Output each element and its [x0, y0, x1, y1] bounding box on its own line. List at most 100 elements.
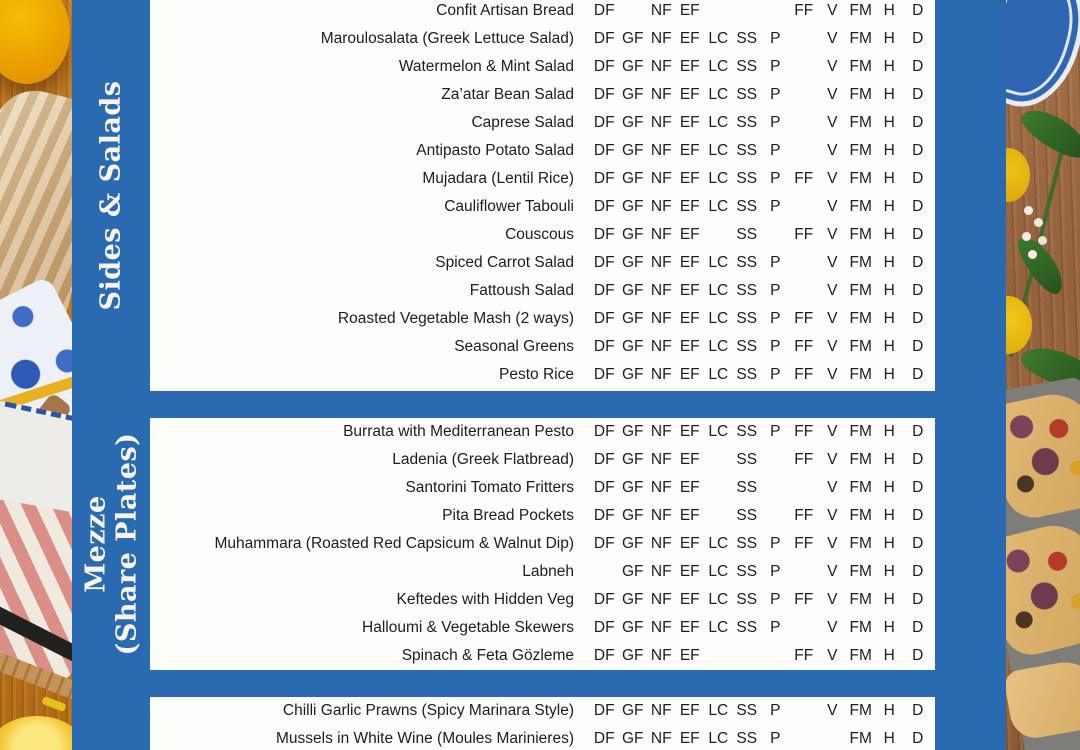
menu-item-name: Spiced Carrot Salad: [435, 254, 574, 271]
dietary-code: GF: [621, 507, 644, 524]
dietary-code: [790, 619, 819, 637]
dietary-code: H: [883, 58, 895, 75]
dietary-code: EF: [679, 702, 700, 719]
dietary-codes: DF GF NF EF LC SS P FF V FM H D: [590, 535, 932, 553]
dietary-codes: DF GF NF EF FF V FM H D: [590, 647, 932, 665]
dietary-code: D: [912, 170, 924, 187]
section-label-text: Mezze (Share Plates): [80, 433, 142, 656]
dietary-code: NF: [650, 479, 672, 496]
dietary-code: SS: [736, 226, 758, 243]
dietary-code: P: [770, 58, 781, 75]
lemon-blossoms-photo: [1024, 206, 1033, 215]
dietary-code: D: [912, 310, 924, 327]
menu-item-name: Roasted Vegetable Mash (2 ways): [337, 310, 574, 327]
dietary-code: FM: [849, 702, 872, 719]
dietary-code: V: [827, 338, 838, 355]
dietary-code: LC: [708, 30, 729, 47]
dietary-code: [790, 142, 819, 160]
dietary-code: V: [827, 479, 838, 496]
dietary-code: P: [770, 170, 781, 187]
dietary-code: EF: [679, 142, 700, 159]
dietary-code: FM: [849, 170, 872, 187]
dietary-code: GF: [621, 170, 644, 187]
dietary-code: V: [827, 30, 838, 47]
dietary-code: D: [912, 58, 924, 75]
dietary-code: EF: [679, 30, 700, 47]
dietary-code: H: [883, 198, 895, 215]
dietary-code: [790, 563, 819, 581]
menu-item-name: Keftedes with Hidden Veg: [396, 591, 574, 608]
dietary-code: [790, 198, 819, 216]
dietary-code: EF: [679, 647, 700, 664]
menu-item-row: Chilli Garlic Prawns (Spicy Marinara Sty…: [150, 697, 935, 725]
menu-item-name: Couscous: [505, 226, 574, 243]
dietary-code: V: [827, 619, 838, 636]
dietary-code: DF: [593, 591, 615, 608]
dietary-code: [790, 730, 819, 748]
dietary-code: DF: [593, 702, 615, 719]
dietary-code: P: [770, 254, 781, 271]
dietary-code: GF: [621, 366, 644, 383]
dietary-code: [733, 2, 762, 20]
dietary-code: FM: [849, 563, 872, 580]
menu-item-name: Fattoush Salad: [469, 282, 574, 299]
dietary-code: H: [883, 226, 895, 243]
dietary-code: DF: [593, 338, 615, 355]
dietary-code: EF: [679, 310, 700, 327]
menu-item-name: Pita Bread Pockets: [442, 507, 574, 524]
dietary-code: D: [912, 366, 924, 383]
dietary-code: D: [912, 535, 924, 552]
menu-item-row: Confit Artisan Bread DF NF EF FF V FM H …: [150, 0, 935, 25]
dietary-code: D: [912, 702, 924, 719]
menu-item-name: Chilli Garlic Prawns (Spicy Marinara Sty…: [282, 702, 574, 719]
dietary-code: EF: [679, 535, 700, 552]
dietary-code: DF: [593, 114, 615, 131]
dietary-code: DF: [593, 730, 615, 747]
dietary-code: NF: [650, 563, 672, 580]
dietary-code: FM: [849, 507, 872, 524]
dietary-code: GF: [621, 86, 644, 103]
dietary-code: LC: [708, 591, 729, 608]
dietary-code: DF: [593, 647, 615, 664]
dietary-code: SS: [736, 310, 758, 327]
dietary-codes: DF GF NF EF LC SS P V FM H D: [590, 254, 932, 272]
dietary-code: DF: [593, 254, 615, 271]
dietary-code: LC: [708, 423, 729, 440]
dietary-code: NF: [650, 451, 672, 468]
menu-item-name: Seasonal Greens: [454, 338, 574, 355]
section-label-text: Sides & Salads: [95, 80, 127, 311]
dietary-codes: DF GF NF EF LC SS P V FM H D: [590, 86, 932, 104]
dietary-code: FF: [794, 2, 814, 19]
menu-item-name: Labneh: [522, 563, 574, 580]
dietary-code: SS: [736, 114, 758, 131]
dietary-code: [704, 507, 733, 525]
dietary-code: [818, 730, 847, 748]
dietary-code: FF: [794, 451, 814, 468]
dietary-code: H: [883, 2, 895, 19]
dietary-code: FF: [794, 226, 814, 243]
dietary-code: NF: [650, 58, 672, 75]
dietary-code: GF: [621, 254, 644, 271]
dietary-code: DF: [593, 310, 615, 327]
dietary-code: P: [770, 702, 781, 719]
dietary-code: D: [912, 142, 924, 159]
dietary-code: LC: [708, 310, 729, 327]
dietary-code: FF: [794, 591, 814, 608]
dietary-code: FM: [849, 647, 872, 664]
dietary-code: NF: [650, 366, 672, 383]
dietary-code: V: [827, 282, 838, 299]
dietary-code: EF: [679, 479, 700, 496]
dietary-code: SS: [736, 58, 758, 75]
dietary-code: FM: [849, 2, 872, 19]
dietary-code: NF: [650, 730, 672, 747]
menu-item-row: Roasted Vegetable Mash (2 ways) DF GF NF…: [150, 305, 935, 333]
menu-item-row: Pesto Rice DF GF NF EF LC SS P FF V FM H…: [150, 361, 935, 389]
dietary-code: NF: [650, 226, 672, 243]
dietary-code: V: [827, 254, 838, 271]
dietary-code: FM: [849, 310, 872, 327]
dietary-code: NF: [650, 254, 672, 271]
dietary-code: GF: [621, 30, 644, 47]
dietary-code: NF: [650, 198, 672, 215]
dietary-code: LC: [708, 535, 729, 552]
